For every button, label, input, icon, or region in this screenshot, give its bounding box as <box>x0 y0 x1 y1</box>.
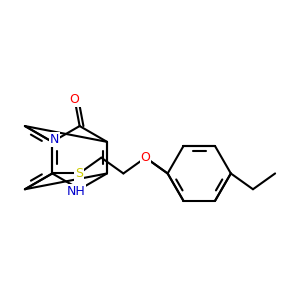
Text: NH: NH <box>67 185 85 198</box>
Text: S: S <box>75 167 83 180</box>
Text: O: O <box>141 151 150 164</box>
Text: N: N <box>50 133 59 146</box>
Text: O: O <box>70 93 80 106</box>
